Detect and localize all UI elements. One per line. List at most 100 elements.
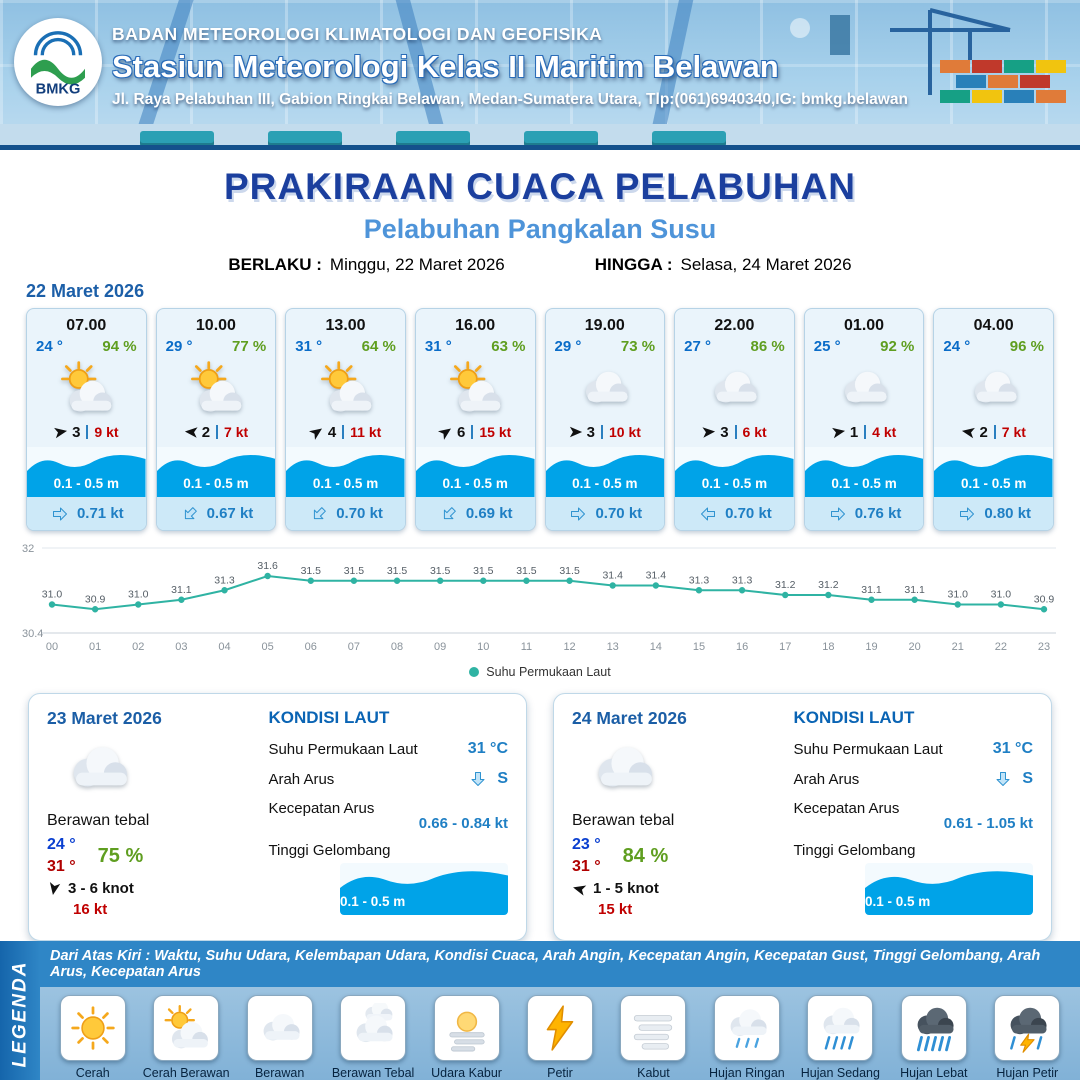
- svg-text:04: 04: [218, 641, 230, 653]
- current-direction-icon: [697, 506, 719, 522]
- station-address: Jl. Raya Pelabuhan III, Gabion Ringkai B…: [112, 91, 908, 108]
- weather-icon: [317, 359, 375, 417]
- humidity: 94 %: [102, 338, 137, 355]
- legend-icon-box: [620, 995, 687, 1061]
- humidity: 77 %: [232, 338, 267, 355]
- wave-height-label: Tinggi Gelombang: [793, 842, 916, 859]
- legend-item: Berawan Tebal: [326, 995, 419, 1080]
- slot-time: 16.00: [455, 317, 496, 334]
- day-temps: 23 ° 31 ° 84 %: [572, 836, 779, 876]
- day-wind-direction-icon: [46, 880, 62, 896]
- validity-row: BERLAKU : Minggu, 22 Maret 2026 HINGGA : S…: [0, 255, 1080, 275]
- current-direction-label: Arah Arus: [268, 770, 335, 788]
- gust-speed: 6 kt: [742, 424, 767, 440]
- wind-speed: 2: [979, 423, 988, 441]
- day-wave-value: 0.1 - 0.5 m: [340, 894, 406, 909]
- weather-icon-use: [845, 372, 887, 403]
- legend-item-label: Hujan Lebat: [900, 1066, 968, 1080]
- weather-icon: [705, 359, 763, 417]
- current-direction-label: Arah Arus: [793, 770, 860, 788]
- bench-decoration: [524, 131, 598, 143]
- legend-icon-box: [900, 995, 967, 1061]
- svg-text:09: 09: [434, 641, 446, 653]
- air-temperature: 24 °: [36, 338, 63, 355]
- day-weather-icon-use: [74, 747, 127, 786]
- bmkg-logo: BMKG: [14, 18, 102, 106]
- legend-item-label: Udara Kabur: [431, 1066, 502, 1080]
- wind-speed: 4: [327, 423, 337, 441]
- current-direction-icon: [435, 500, 462, 527]
- legend-icon-box: [526, 995, 593, 1061]
- slot-weather-icon-wrap: [546, 355, 665, 421]
- slot-current-row: 0.67 kt: [156, 497, 276, 530]
- air-temperature: 31 °: [424, 338, 452, 355]
- day-summary-card: 23 Maret 2026 Berawan tebal 24 ° 31 ° 75…: [28, 693, 527, 941]
- legend-item: Petir: [513, 995, 606, 1080]
- current-direction-value-wrap: S: [992, 770, 1033, 788]
- day-left-column: 23 Maret 2026 Berawan tebal 24 ° 31 ° 75…: [47, 708, 254, 926]
- slot-weather-icon-wrap: [805, 355, 924, 421]
- slot-wind-row: 3 6 kt: [675, 421, 794, 443]
- legend-item: Udara Kabur: [420, 995, 513, 1080]
- title-section: PRAKIRAAN CUACA PELABUHAN Pelabuhan Pang…: [0, 150, 1080, 275]
- wave-height-band: 0.1 - 0.5 m: [156, 447, 276, 497]
- sea-surface-temperature-chart: 32 30.4 31.0 00 30.9 01 31.0 02 31.1 03 31.3 04 31.6…: [22, 543, 1056, 653]
- current-speed: 0.69 kt: [465, 505, 513, 522]
- slot-time: 19.00: [584, 317, 625, 334]
- day-condition: Berawan tebal: [572, 812, 675, 829]
- header-bottom-bar: [0, 145, 1080, 150]
- day-gust: 16 kt: [73, 901, 108, 918]
- legend-item-label: Kabut: [637, 1066, 670, 1080]
- legend-weather-icon: [815, 1003, 865, 1053]
- current-direction-south-icon: [470, 768, 486, 790]
- slot-time: 04.00: [973, 317, 1014, 334]
- day-date: 23 Maret 2026: [47, 708, 162, 728]
- day-temp-min: 24 °: [47, 836, 76, 853]
- legend-items-row: Cerah Cerah Berawan Berawan Berawan Teba…: [40, 987, 1080, 1080]
- port-name-subtitle: Pelabuhan Pangkalan Susu: [363, 214, 717, 244]
- legend-section: LEGENDA Dari Atas Kiri : Waktu, Suhu Uda…: [0, 941, 1080, 1080]
- wind-direction-icon: [569, 425, 583, 439]
- legend-item: Hujan Petir: [981, 995, 1074, 1080]
- chart-legend-dot: [469, 667, 480, 677]
- slot-temp-row: 29 ° 77 %: [157, 335, 276, 355]
- slot-weather-icon-wrap: [675, 355, 794, 421]
- svg-text:31.3: 31.3: [214, 574, 235, 586]
- day-weather-icon-wrap: [61, 731, 254, 810]
- wave-height-band: 0.1 - 0.5 m: [286, 447, 405, 497]
- svg-text:31.3: 31.3: [732, 574, 753, 586]
- current-direction-row: Arah Arus S: [268, 770, 508, 788]
- day-summary-row: 23 Maret 2026 Berawan tebal 24 ° 31 ° 75…: [28, 693, 1052, 941]
- wave-height-band: 0.1 - 0.5 m: [804, 447, 924, 497]
- current-speed-label: Kecepatan Arus: [793, 800, 900, 817]
- slot-wind-row: 2 7 kt: [157, 421, 276, 443]
- slot-wind-row: 3 10 kt: [546, 421, 665, 443]
- legend-weather-icon: [161, 1003, 211, 1053]
- svg-text:19: 19: [865, 641, 877, 653]
- humidity: 96 %: [1009, 338, 1044, 355]
- air-temperature: 29 °: [165, 338, 193, 355]
- svg-text:31.1: 31.1: [171, 584, 192, 596]
- wave-height-value: 0.1 - 0.5 m: [701, 476, 768, 491]
- day-left-column: 24 Maret 2026 Berawan tebal 23 ° 31 ° 84…: [572, 708, 779, 926]
- svg-text:31.4: 31.4: [646, 570, 667, 582]
- current-speed-row: Kecepatan Arus: [793, 800, 1033, 817]
- wind-speed: 2: [201, 423, 211, 441]
- wave-height-band: 0.1 - 0.5 m: [545, 447, 665, 497]
- sst-label: Suhu Permukaan Laut: [268, 740, 418, 758]
- svg-text:15: 15: [693, 641, 705, 653]
- wave-height-row: Tinggi Gelombang: [793, 842, 1033, 859]
- current-speed-label: Kecepatan Arus: [268, 800, 375, 817]
- sst-label: Suhu Permukaan Laut: [793, 740, 943, 758]
- wave-height-value: 0.1 - 0.5 m: [961, 476, 1027, 491]
- slot-temp-row: 24 ° 96 %: [934, 335, 1053, 355]
- current-direction-value: S: [497, 770, 508, 787]
- svg-text:31.1: 31.1: [861, 584, 882, 596]
- day-wave-wrap: 0.1 - 0.5 m: [793, 859, 1033, 915]
- wind-speed: 3: [72, 423, 81, 441]
- slot-temp-row: 27 ° 86 %: [675, 335, 794, 355]
- bmkg-logo-icon: BMKG: [31, 31, 85, 98]
- current-direction-icon: [567, 506, 589, 522]
- sea-conditions-title: KONDISI LAUT: [268, 708, 390, 727]
- day-gust: 15 kt: [598, 901, 633, 918]
